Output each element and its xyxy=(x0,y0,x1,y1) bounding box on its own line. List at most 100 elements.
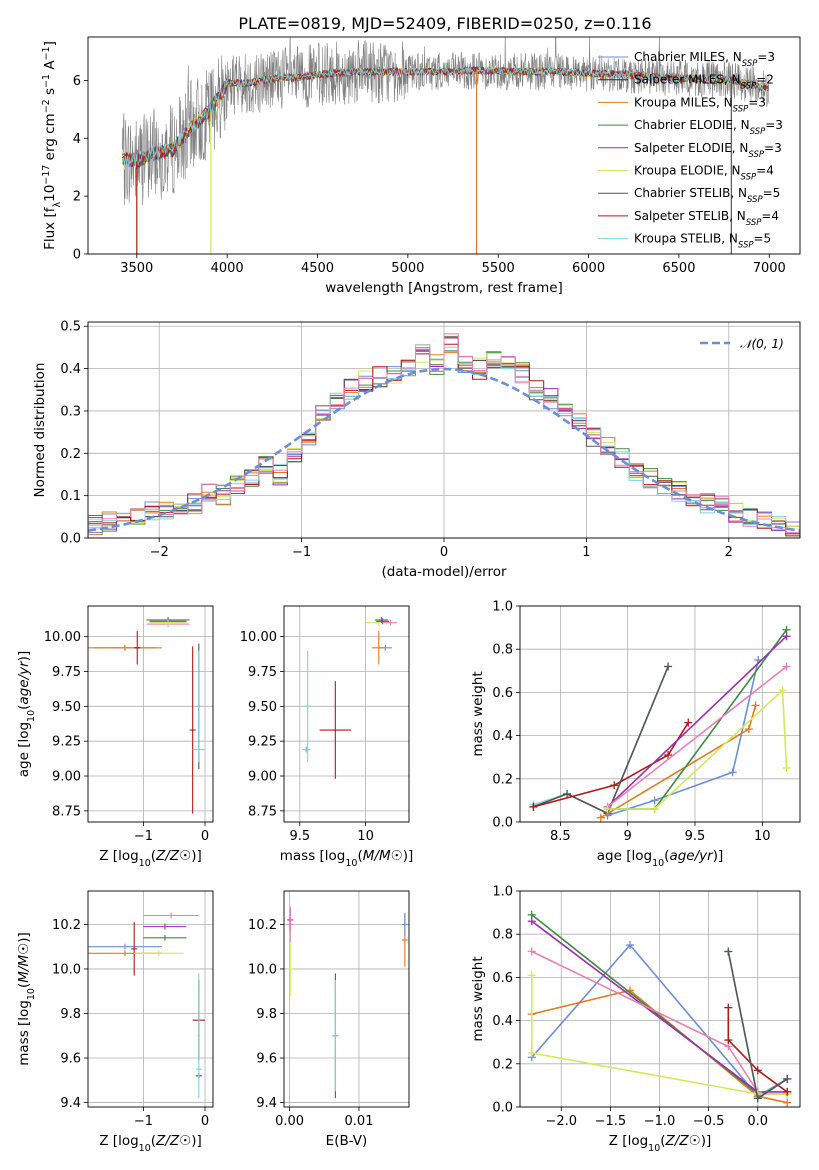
x-tick-label: 7000 xyxy=(753,261,786,276)
y-tick-label: 10.00 xyxy=(240,630,277,645)
axes-frame xyxy=(87,36,801,255)
y-tick-label: 9.6 xyxy=(60,1052,81,1067)
weight-series-line xyxy=(607,665,787,808)
x-tick-label: 9.5 xyxy=(685,829,706,844)
y-axis-label: mass weight xyxy=(470,956,486,1041)
y-tick-label: 9.75 xyxy=(248,665,277,680)
plus-marker xyxy=(684,718,693,727)
y-axis-label: mass weight xyxy=(470,671,486,756)
panel-mass-weight-vs-age: 8.5 9 9.5 10 0.0 0.2 0.4 0.6 0.8 1.0 age [log10(ag… xyxy=(470,600,801,869)
y-tick-label: 10.00 xyxy=(44,630,81,645)
y-tick-label: 9.00 xyxy=(52,770,81,785)
x-tick-label: 5500 xyxy=(482,261,515,276)
data-point xyxy=(332,980,339,1092)
weight-series-line xyxy=(606,635,788,808)
plus-marker xyxy=(650,796,659,805)
x-axis-label: age [log10(age/yr)] xyxy=(597,848,723,869)
weight-series-line xyxy=(607,688,788,810)
panel-mass-vs-EBV: 0.00 0.01 9.4 9.6 9.8 10.0 10.2 E(B-V) xyxy=(248,890,410,1149)
axes-frame xyxy=(519,605,801,823)
y-tick-label: 0.3 xyxy=(60,404,81,419)
weight-series xyxy=(724,947,792,1103)
weight-series-line xyxy=(533,666,669,815)
y-tick-label: 0.0 xyxy=(60,532,81,547)
x-tick-label: 0 xyxy=(201,1114,209,1129)
plot-mass-vs-EBV xyxy=(287,906,408,1099)
legend-label: Kroupa ELODIE, NSSP=4 xyxy=(634,164,774,183)
legend-entry: Salpeter MILES, NSSP=2 xyxy=(598,73,774,92)
axes-frame xyxy=(283,605,410,823)
weight-series-line xyxy=(607,659,760,817)
legend-label: Salpeter MILES, NSSP=2 xyxy=(634,73,774,92)
y-tick-label: 0.4 xyxy=(492,729,513,744)
y-axis-label: Flux [fλ10−17 erg cm−2 s−1 A−1] xyxy=(41,41,63,250)
x-tick-label: 6000 xyxy=(572,261,605,276)
x-axis-label: E(B-V) xyxy=(326,1133,368,1149)
plot-age-vs-Z xyxy=(88,616,205,814)
axes-frame xyxy=(283,890,410,1108)
y-tick-label: 0.4 xyxy=(60,362,81,377)
x-tick-label: 10 xyxy=(357,829,374,844)
legend-label: Salpeter STELIB, NSSP=4 xyxy=(634,209,779,228)
weight-series-line xyxy=(727,1007,788,1093)
x-tick-label: 5000 xyxy=(391,261,424,276)
y-tick-label: 0.1 xyxy=(60,489,81,504)
x-axis-label: Z [log10(Z/Z☉)] xyxy=(99,1133,201,1154)
weight-series-line xyxy=(600,705,757,819)
axes-spectrum: 3500 4000 4500 5000 5500 6000 6500 7000 0 2 4 6 wave… xyxy=(41,36,801,296)
y-tick-label: 8.75 xyxy=(52,804,81,819)
axes-frame xyxy=(87,321,801,539)
x-tick-label: 9.5 xyxy=(289,829,310,844)
plus-marker xyxy=(664,751,673,760)
y-tick-label: 9.75 xyxy=(52,665,81,680)
weight-series-line xyxy=(531,950,759,1093)
data-point xyxy=(149,619,187,626)
data-point xyxy=(302,746,311,753)
weight-series xyxy=(596,701,760,822)
x-tick-label: 0.01 xyxy=(345,1114,374,1129)
plus-marker xyxy=(782,764,791,772)
weight-series-line xyxy=(533,666,669,815)
plus-marker xyxy=(782,632,791,641)
plus-marker xyxy=(596,813,605,822)
y-tick-label: 6 xyxy=(73,74,81,89)
y-tick-label: 0.0 xyxy=(492,816,513,831)
y-tick-label: 0.2 xyxy=(492,772,513,787)
x-axis-label: Z [log10(Z/Z☉)] xyxy=(609,1133,711,1154)
legend-label: Salpeter ELODIE, NSSP=3 xyxy=(634,141,782,160)
plus-marker xyxy=(527,947,536,956)
x-tick-label: 9 xyxy=(624,829,632,844)
gaussian-reference-curve xyxy=(88,367,800,532)
y-axis-label: mass [log10(M/M☉)] xyxy=(16,932,37,1066)
plus-marker xyxy=(782,662,791,671)
y-tick-label: 0.2 xyxy=(492,1057,513,1072)
data-point xyxy=(143,934,187,941)
plus-marker xyxy=(783,1074,792,1083)
y-tick-label: 10.2 xyxy=(52,918,81,933)
grid-age-vs-Z xyxy=(88,606,213,822)
data-point xyxy=(88,644,162,651)
legend-entry: Kroupa STELIB, NSSP=5 xyxy=(598,232,771,251)
y-tick-label: 1.0 xyxy=(492,885,513,900)
x-tick-label: 3500 xyxy=(120,261,153,276)
legend-label: 𝒩(0, 1) xyxy=(740,337,784,351)
x-tick-label: 0 xyxy=(201,829,209,844)
plus-marker xyxy=(724,947,733,956)
axes-frame xyxy=(519,890,801,1108)
grid-mass-vs-EBV xyxy=(284,891,409,1107)
x-tick-label: −1 xyxy=(134,1114,153,1129)
y-tick-label: 2 xyxy=(73,190,81,205)
x-tick-label: −1.5 xyxy=(595,1114,627,1129)
plot-mass-weight-vs-Z xyxy=(527,910,792,1107)
y-tick-label: 0.5 xyxy=(60,320,81,335)
plus-marker xyxy=(650,805,659,814)
x-tick-label: 8.5 xyxy=(550,829,571,844)
data-point xyxy=(376,618,390,625)
x-tick-label: −2 xyxy=(150,545,169,560)
y-tick-label: 10.0 xyxy=(248,962,277,977)
weight-series xyxy=(603,662,791,811)
axes-mass-vs-EBV: 0.00 0.01 9.4 9.6 9.8 10.0 10.2 E(B-V) xyxy=(248,890,410,1149)
axes-mass-weight-vs-age: 8.5 9 9.5 10 0.0 0.2 0.4 0.6 0.8 1.0 age [log10(ag… xyxy=(470,600,801,869)
axes-mass-weight-vs-Z: −2.0 −1.5 −1.0 −0.5 0.0 0.0 0.2 0.4 0.6 0.8 1.0 Z [… xyxy=(470,885,801,1154)
y-tick-label: 9.4 xyxy=(60,1096,81,1111)
